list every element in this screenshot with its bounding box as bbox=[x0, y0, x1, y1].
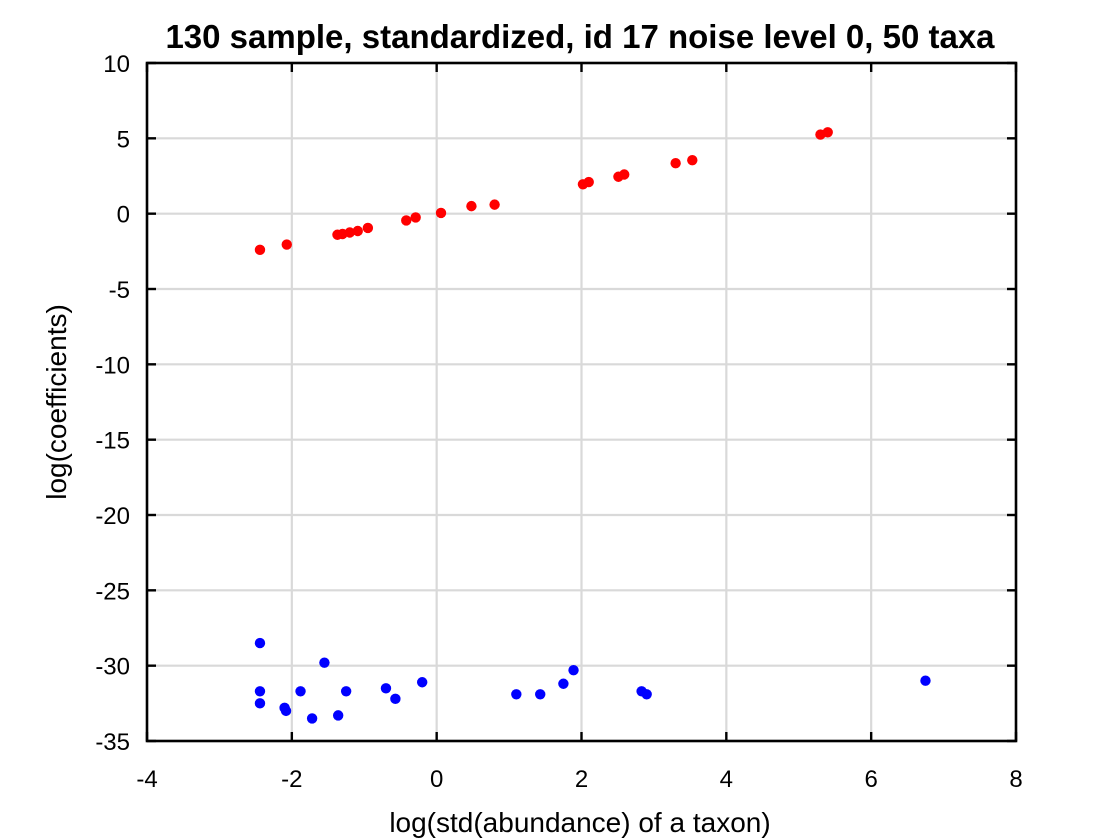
red-data-point bbox=[410, 212, 421, 223]
y-tick-label: 10 bbox=[103, 51, 130, 78]
y-tick-label: -25 bbox=[95, 578, 130, 605]
blue-data-point bbox=[416, 677, 428, 688]
y-tick-label: 0 bbox=[117, 202, 130, 229]
x-tick-label: -2 bbox=[281, 766, 302, 793]
red-data-point bbox=[583, 176, 594, 188]
blue-data-point bbox=[511, 689, 522, 700]
red-data-point bbox=[362, 222, 374, 234]
blue-data-point bbox=[558, 678, 569, 689]
blue-data-point bbox=[280, 705, 292, 717]
red-data-point bbox=[401, 215, 412, 226]
chart-title: 130 sample, standardized, id 17 noise le… bbox=[165, 18, 995, 55]
blue-data-point bbox=[920, 675, 931, 686]
blue-data-point bbox=[568, 664, 579, 676]
x-tick-label: -4 bbox=[136, 766, 157, 793]
x-tick-label: 2 bbox=[575, 766, 588, 793]
red-data-point bbox=[352, 225, 363, 237]
blue-data-point bbox=[306, 713, 318, 724]
blue-data-point bbox=[641, 689, 652, 700]
blue-data-point bbox=[340, 686, 352, 697]
y-tick-label: -5 bbox=[109, 277, 130, 304]
red-data-point bbox=[822, 127, 833, 138]
red-data-point bbox=[435, 207, 447, 219]
red-data-point bbox=[687, 154, 698, 166]
blue-data-point bbox=[380, 683, 392, 694]
blue-data-point bbox=[332, 710, 344, 721]
x-tick-label: 6 bbox=[864, 766, 877, 793]
red-data-point bbox=[281, 239, 292, 250]
x-axis-label: log(std(abundance) of a taxon) bbox=[389, 807, 770, 838]
y-axis-label: log(coefficients) bbox=[41, 304, 72, 500]
red-data-point bbox=[619, 169, 630, 180]
red-data-point bbox=[254, 244, 266, 256]
blue-data-point bbox=[254, 686, 266, 697]
data-points bbox=[254, 127, 931, 724]
y-tick-label: -30 bbox=[95, 654, 130, 681]
blue-data-point bbox=[390, 693, 401, 705]
red-data-point bbox=[489, 199, 500, 210]
red-data-point bbox=[344, 227, 355, 238]
y-tick-label: -15 bbox=[95, 428, 130, 455]
y-tick-label: 5 bbox=[117, 126, 130, 153]
blue-data-point bbox=[319, 657, 330, 668]
blue-data-point bbox=[254, 637, 266, 649]
x-tick-label: 4 bbox=[720, 766, 733, 793]
blue-data-point bbox=[535, 689, 546, 700]
y-tick-label: -35 bbox=[95, 729, 130, 756]
x-tick-label: 8 bbox=[1009, 766, 1022, 793]
red-data-point bbox=[466, 200, 477, 212]
blue-data-point bbox=[295, 686, 306, 697]
red-data-point bbox=[670, 157, 681, 169]
x-tick-label: 0 bbox=[430, 766, 443, 793]
y-tick-label: -20 bbox=[95, 503, 130, 530]
y-tick-label: -10 bbox=[95, 352, 130, 379]
blue-data-point bbox=[254, 698, 266, 709]
grid-lines bbox=[147, 63, 1016, 741]
